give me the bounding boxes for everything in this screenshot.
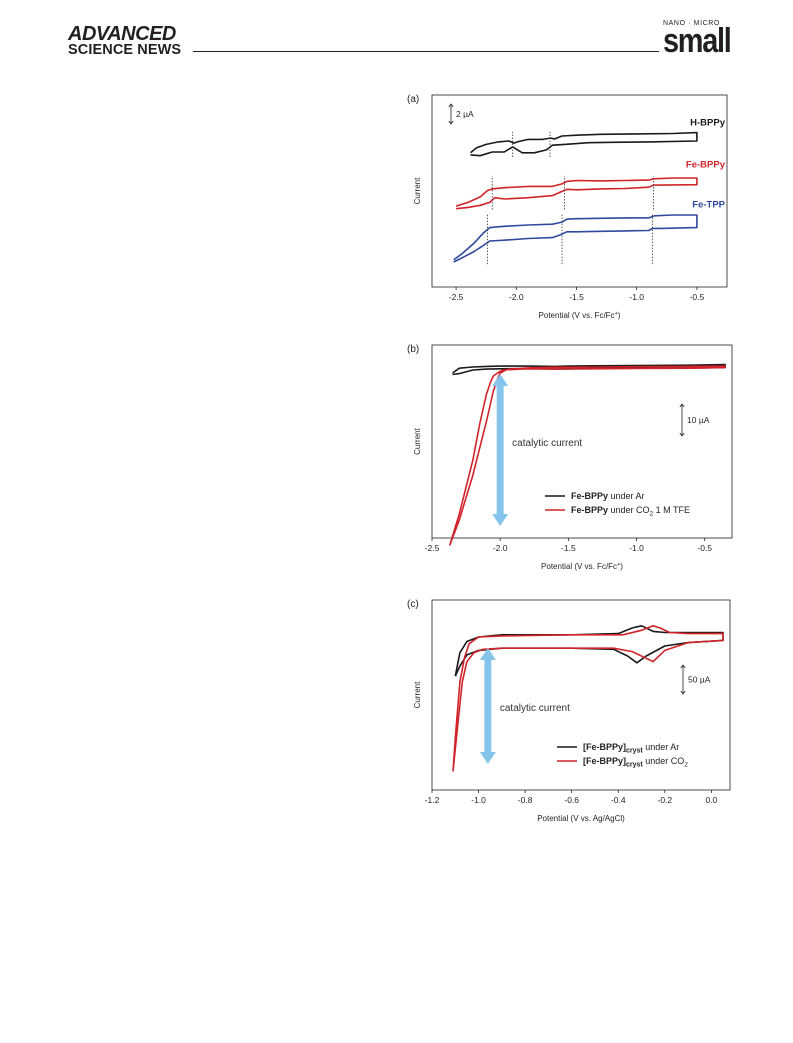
panel-label: (c) (407, 599, 419, 610)
scale-bar-label: 10 µA (687, 415, 710, 425)
x-tick-label: -1.0 (629, 543, 644, 553)
x-tick-label: -1.5 (561, 543, 576, 553)
journal-name-line1: ADVANCED (68, 23, 176, 45)
legend-entry: [Fe-BPPy]cryst under CO2 (583, 756, 688, 769)
legend-entry: Fe-BPPy under CO2 1 M TFE (571, 505, 690, 518)
x-axis-label: Potential (V vs. Fc/Fc+) (541, 562, 623, 571)
trace (448, 365, 727, 546)
x-tick-label: -0.2 (657, 795, 672, 805)
x-tick-label: -2.0 (493, 543, 508, 553)
catalytic-arrow-head-down (492, 514, 509, 526)
x-tick-label: -1.0 (471, 795, 486, 805)
panel-label: (b) (407, 344, 419, 355)
header-rule (193, 51, 659, 52)
x-tick-label: -0.6 (564, 795, 579, 805)
y-axis-label: Current (413, 177, 422, 204)
catalytic-arrow-head-down (479, 752, 496, 764)
x-tick-label: -2.5 (449, 292, 464, 302)
legend-entry: [Fe-BPPy]cryst under Ar (583, 742, 679, 755)
panel-label: (a) (407, 94, 419, 105)
scale-bar-arrow-up (448, 103, 454, 108)
scale-bar-arrow-down (680, 690, 686, 695)
scale-bar-arrow-up (680, 664, 686, 669)
plot-area (448, 363, 727, 546)
x-axis-label: Potential (V vs. Fc/Fc+) (539, 311, 621, 320)
catalytic-arrow-shaft (484, 656, 492, 756)
scale-bar-arrow-down (448, 120, 454, 125)
legend-entry: Fe-BPPy under Ar (571, 491, 645, 501)
trace-fe-bppy (455, 177, 698, 210)
trace-fe-tpp (453, 214, 698, 263)
y-axis-label: Current (413, 681, 422, 708)
scale-bar-arrow-down (679, 432, 685, 437)
trace-h-bppy (469, 131, 698, 157)
scale-bar-label: 50 µA (688, 675, 711, 685)
catalytic-arrow-head-up (479, 648, 496, 660)
series-label: Fe-BPPy (686, 160, 726, 171)
x-tick-label: -0.5 (697, 543, 712, 553)
trace (452, 624, 724, 772)
series-label: Fe-TPP (692, 199, 725, 210)
journal-name-line2: SCIENCE NEWS (68, 42, 182, 58)
chart-panel-a: H-BPPy Fe-BPPy Fe-TPP 2 µA -2.5 -2.0 -1.5 -1.0 -… (407, 94, 728, 320)
x-tick-label: -1.0 (629, 292, 644, 302)
x-tick-label: -0.5 (690, 292, 705, 302)
plot-frame (431, 599, 731, 791)
chart-panel-c: catalytic current 50 µA [Fe-BPPy]cryst und… (407, 599, 731, 823)
plot-frame (431, 94, 728, 288)
scale-bar-arrow-up (679, 403, 685, 408)
x-axis-label: Potential (V vs. Ag/AgCl) (537, 814, 625, 823)
y-axis-label: Current (413, 427, 422, 454)
chart-panel-b: catalytic current 10 µA Fe-BPPy under Ar Fe… (407, 344, 733, 571)
x-tick-label: 0.0 (705, 795, 717, 805)
catalytic-arrow-shaft (496, 382, 504, 518)
x-tick-label: -0.8 (518, 795, 533, 805)
x-tick-label: -1.2 (425, 795, 440, 805)
plot-frame (431, 344, 733, 539)
catalytic-current-label: catalytic current (500, 703, 570, 714)
scale-bar-label: 2 µA (456, 109, 474, 119)
journal-header: ADVANCED SCIENCE NEWS (68, 23, 193, 58)
x-tick-label: -0.4 (611, 795, 626, 805)
catalytic-current-label: catalytic current (512, 438, 582, 449)
x-tick-label: -1.5 (569, 292, 584, 302)
plot-area (452, 624, 724, 772)
series-label: H-BPPy (690, 118, 726, 129)
catalytic-arrow-head-up (492, 374, 509, 386)
plot-area (453, 131, 698, 263)
brand-title: small (663, 22, 732, 60)
x-tick-label: -2.0 (509, 292, 524, 302)
brand-subtitle: NANO · MICRO (663, 20, 720, 27)
x-tick-label: -2.5 (425, 543, 440, 553)
brand-logo: NANO · MICRO small (663, 20, 733, 60)
